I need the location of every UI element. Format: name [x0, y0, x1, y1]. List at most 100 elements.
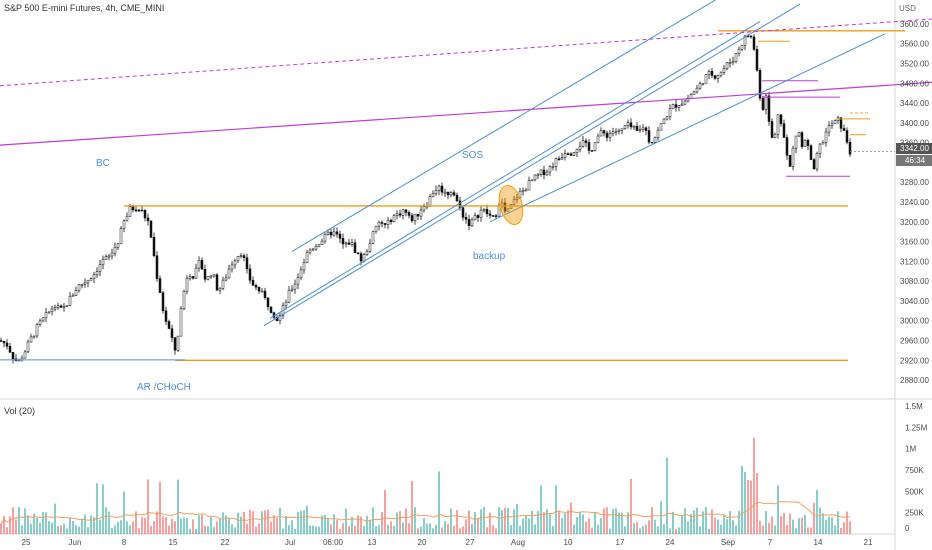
volume-bar[interactable] [507, 508, 509, 534]
volume-bar[interactable] [360, 516, 362, 534]
volume-bar[interactable] [744, 471, 746, 534]
candle-body[interactable] [239, 255, 243, 257]
candle-body[interactable] [296, 277, 300, 285]
volume-bar[interactable] [69, 517, 71, 534]
candle-body[interactable] [233, 260, 237, 266]
volume-bar[interactable] [303, 510, 305, 534]
volume-bar[interactable] [822, 513, 824, 534]
volume-bar[interactable] [642, 525, 644, 534]
volume-bar[interactable] [711, 509, 713, 534]
volume-bar[interactable] [63, 523, 65, 534]
candle-body[interactable] [758, 70, 762, 99]
volume-bar[interactable] [21, 525, 23, 534]
candle-body[interactable] [842, 128, 846, 131]
candle-body[interactable] [794, 135, 798, 149]
candle-body[interactable] [749, 35, 753, 38]
volume-bar[interactable] [3, 515, 5, 534]
candle-body[interactable] [134, 209, 138, 212]
candle-body[interactable] [719, 72, 723, 77]
volume-bar[interactable] [423, 518, 425, 534]
candle-body[interactable] [41, 317, 45, 322]
candle-body[interactable] [311, 248, 315, 251]
candle-body[interactable] [422, 206, 426, 211]
volume-bar[interactable] [633, 523, 635, 534]
candle-body[interactable] [383, 223, 387, 225]
volume-bar[interactable] [843, 522, 845, 534]
volume-bar[interactable] [681, 515, 683, 534]
volume-bar[interactable] [465, 519, 467, 534]
candle-body[interactable] [227, 268, 231, 279]
volume-bar[interactable] [297, 512, 299, 534]
candle-body[interactable] [59, 305, 63, 308]
volume-bar[interactable] [738, 510, 740, 534]
volume-bar[interactable] [216, 521, 218, 534]
volume-bar[interactable] [429, 523, 431, 534]
candle-body[interactable] [677, 105, 681, 108]
volume-bar[interactable] [684, 508, 686, 534]
volume-bar[interactable] [93, 517, 95, 534]
volume-bar[interactable] [753, 437, 755, 534]
volume-bar[interactable] [210, 517, 212, 534]
volume-bar[interactable] [27, 515, 29, 534]
candle-body[interactable] [731, 61, 735, 63]
candle-body[interactable] [116, 243, 120, 248]
volume-bar[interactable] [219, 518, 221, 534]
volume-bar[interactable] [720, 524, 722, 534]
volume-bar[interactable] [696, 507, 698, 534]
candle-body[interactable] [800, 132, 804, 147]
volume-bar[interactable] [273, 515, 275, 534]
volume-bar[interactable] [591, 527, 593, 534]
volume-bar[interactable] [654, 519, 656, 534]
candle-body[interactable] [200, 260, 204, 270]
volume-bar[interactable] [420, 526, 422, 534]
candle-body[interactable] [335, 231, 339, 235]
volume-bar[interactable] [849, 521, 851, 534]
volume-bar[interactable] [447, 523, 449, 534]
volume-bar[interactable] [630, 478, 632, 534]
candle-body[interactable] [299, 269, 303, 278]
candle-body[interactable] [158, 278, 162, 293]
volume-bar[interactable] [462, 526, 464, 534]
candle-body[interactable] [278, 315, 282, 322]
volume-bar[interactable] [336, 520, 338, 534]
candle-body[interactable] [119, 228, 123, 245]
candle-body[interactable] [506, 208, 510, 212]
volume-bar[interactable] [483, 506, 485, 534]
candle-body[interactable] [776, 114, 780, 135]
candle-body[interactable] [644, 127, 648, 131]
volume-bar[interactable] [207, 526, 209, 534]
candle-body[interactable] [377, 222, 381, 227]
candle-body[interactable] [11, 352, 15, 360]
candle-body[interactable] [545, 171, 549, 176]
volume-bar[interactable] [156, 511, 158, 534]
candle-body[interactable] [353, 242, 357, 253]
volume-bar[interactable] [564, 513, 566, 534]
candle-body[interactable] [23, 351, 27, 359]
candle-body[interactable] [47, 311, 51, 313]
candle-body[interactable] [146, 217, 150, 222]
volume-bar[interactable] [54, 503, 56, 534]
volume-bar[interactable] [153, 521, 155, 534]
candle-body[interactable] [95, 271, 99, 275]
volume-bar[interactable] [813, 502, 815, 534]
volume-bar[interactable] [666, 457, 668, 534]
volume-bar[interactable] [195, 528, 197, 534]
volume-bar[interactable] [81, 518, 83, 534]
candle-body[interactable] [632, 125, 636, 128]
volume-bar[interactable] [435, 524, 437, 534]
volume-bar[interactable] [141, 516, 143, 534]
volume-bar[interactable] [300, 510, 302, 534]
candle-body[interactable] [26, 341, 30, 353]
candle-body[interactable] [434, 190, 438, 194]
candle-body[interactable] [515, 197, 519, 200]
candle-body[interactable] [755, 49, 759, 71]
candle-body[interactable] [563, 153, 567, 158]
volume-bar[interactable] [582, 514, 584, 534]
volume-bar[interactable] [501, 510, 503, 534]
candle-body[interactable] [131, 206, 135, 211]
candle-body[interactable] [257, 286, 261, 292]
candle-body[interactable] [152, 236, 156, 257]
candle-body[interactable] [557, 158, 561, 160]
volume-bar[interactable] [237, 512, 239, 534]
volume-bar[interactable] [180, 518, 182, 534]
